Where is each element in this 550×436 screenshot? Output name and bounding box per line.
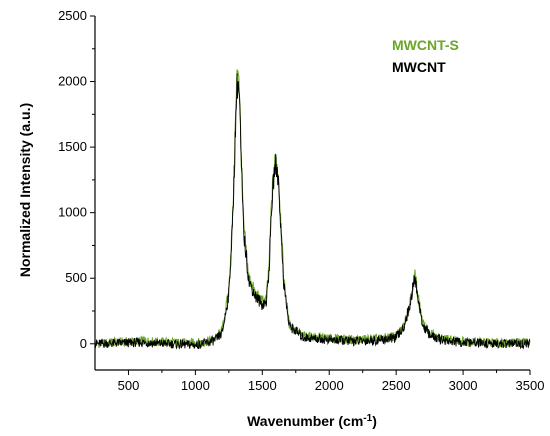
x-tick-label: 500 <box>118 378 140 393</box>
x-tick-label: 3000 <box>449 378 478 393</box>
legend: MWCNT-S MWCNT <box>392 37 459 75</box>
y-tick-label: 2000 <box>58 74 87 89</box>
x-tick-label: 1000 <box>181 378 210 393</box>
x-tick-label: 3500 <box>516 378 545 393</box>
axes-layer: 0 500 1000 1500 2000 2500 500 1000 1500 2000 2500 3… <box>58 8 544 393</box>
y-tick-label: 2500 <box>58 8 87 23</box>
legend-entry-mwcnt-s: MWCNT-S <box>392 37 459 53</box>
x-tick-label: 2500 <box>382 378 411 393</box>
x-axis-title: Wavenumber (cm-1) <box>247 413 377 430</box>
series-line-mwcnt-s <box>94 69 531 349</box>
y-tick-label: 500 <box>65 270 87 285</box>
series-line-mwcnt <box>94 73 531 350</box>
legend-entry-mwcnt: MWCNT <box>392 59 446 75</box>
x-axis-title-suffix: ) <box>372 413 377 429</box>
y-axis-title: Normalized Intensity (a.u.) <box>17 103 33 277</box>
y-tick-label: 1000 <box>58 205 87 220</box>
y-tick-label: 0 <box>80 336 87 351</box>
x-tick-label: 1500 <box>248 378 277 393</box>
y-tick-label: 1500 <box>58 139 87 154</box>
series-layer <box>94 69 531 350</box>
x-axis-title-main: Wavenumber (cm <box>247 413 363 429</box>
x-tick-label: 2000 <box>315 378 344 393</box>
x-axis-title-superscript: -1 <box>363 413 372 424</box>
